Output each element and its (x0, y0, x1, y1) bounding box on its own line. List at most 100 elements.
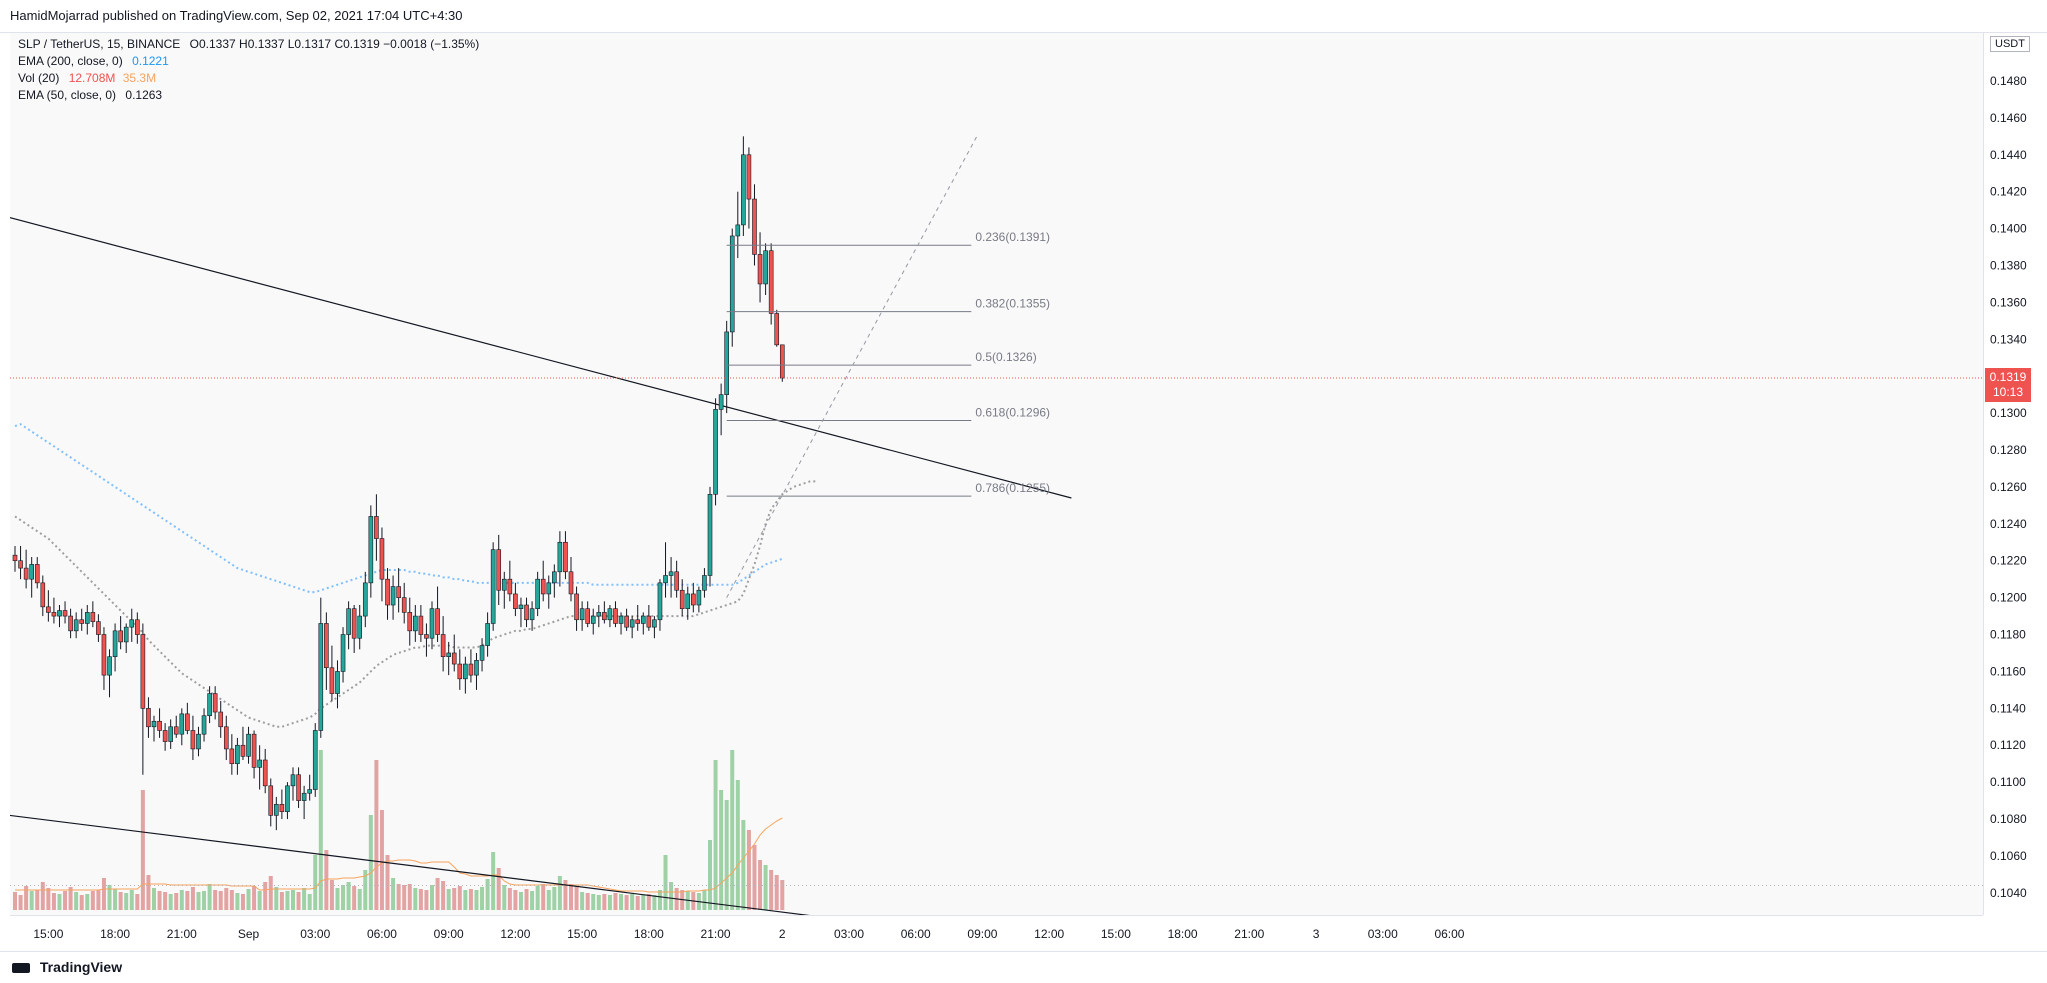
fib-level-label: 0.5(0.1326) (975, 350, 1036, 364)
volume-bar (669, 882, 674, 910)
volume-bar (552, 887, 557, 910)
candle-body (57, 610, 62, 617)
candle-body (546, 582, 552, 595)
volume-bar (619, 894, 624, 910)
time-axis[interactable]: 15:00 18:00 21:00 Sep 03:00 06:00 09:00 12:00 15… (10, 915, 1983, 952)
volume-bar (190, 887, 195, 910)
volume-bar (57, 894, 62, 910)
volume-bar (502, 885, 507, 910)
price-tick-label: 0.1240 (1990, 517, 2027, 531)
time-tick-label: 03:00 (300, 927, 330, 941)
candle-body (62, 610, 68, 617)
volume-bar (118, 892, 123, 910)
volume-bar (607, 895, 612, 910)
volume-bar (168, 894, 173, 910)
time-axis-svg: 15:00 18:00 21:00 Sep 03:00 06:00 09:00 12:00 15… (33, 927, 1464, 941)
price-tick-label: 0.1280 (1990, 443, 2027, 457)
price-axis-svg: 0.1040 0.1060 0.1080 0.1100 0.1120 0.1140 0.11… (1990, 74, 2027, 900)
time-tick-label: 3 (1313, 927, 1320, 941)
chart-svg[interactable]: 0.236(0.1391) 0.382(0.1355) 0.5(0.1326) 0.6… (10, 33, 1983, 915)
candle-body (674, 571, 679, 591)
volume-bar (185, 891, 190, 910)
volume-bar (735, 780, 740, 910)
candle-body (90, 612, 96, 622)
volume-bar (474, 890, 479, 910)
volume-bar (29, 891, 34, 910)
vol-ma-value: 35.3M (122, 71, 157, 85)
volume-bar (391, 878, 396, 910)
candle-body (724, 331, 729, 395)
candle-body (457, 663, 463, 680)
price-axis[interactable]: 0.1040 0.1060 0.1080 0.1100 0.1120 0.1140 0.11… (1983, 33, 2047, 915)
candle-body (446, 652, 451, 657)
legend-vol-row[interactable]: Vol (20) 12.708M 35.3M (18, 70, 479, 87)
candle-body (629, 619, 635, 628)
candle-body (707, 493, 713, 576)
candle-body (757, 254, 763, 285)
volume-bar (780, 880, 785, 910)
volume-bar (24, 886, 29, 910)
candle-body (223, 726, 229, 750)
volume-bar (663, 855, 668, 910)
candle-body (335, 671, 340, 694)
volume-bar (68, 887, 73, 910)
volume-bar (74, 892, 79, 910)
candle-body (29, 564, 34, 580)
candle-body (718, 394, 724, 410)
symbol-label[interactable]: SLP / TetherUS, 15, BINANCE (18, 37, 181, 51)
candle-body (229, 748, 235, 764)
candle-body (485, 623, 490, 646)
volume-bar (368, 815, 373, 910)
volume-bar (741, 820, 746, 910)
candle-body (357, 615, 363, 639)
volume-bar (235, 893, 240, 910)
candle-body (173, 726, 179, 735)
candle-body (257, 759, 262, 768)
candle-body (151, 720, 157, 728)
chart-pane[interactable]: 0.236(0.1391) 0.382(0.1355) 0.5(0.1326) 0.6… (10, 33, 1983, 915)
candle-body (624, 615, 629, 628)
ema50-value: 0.1263 (125, 88, 163, 102)
volume-bar (407, 884, 412, 910)
volume-bar (357, 889, 362, 910)
tradingview-logo[interactable]: TradingView (12, 959, 122, 975)
vol-value: 12.708M (68, 71, 116, 85)
volume-bar (463, 890, 468, 910)
author-line: HamidMojarrad published on TradingView.c… (10, 8, 463, 23)
volume-bar (769, 870, 774, 910)
candle-body (535, 578, 540, 609)
volume-bar (113, 889, 118, 910)
candle-body (362, 582, 368, 617)
volume-bar (140, 790, 145, 910)
candle-body (23, 567, 29, 580)
candle-body (607, 608, 613, 621)
volume-bar (513, 890, 518, 910)
volume-bar (468, 889, 473, 910)
volume-bar (496, 868, 501, 910)
legend-ema50-row[interactable]: EMA (50, close, 0) 0.1263 (18, 87, 479, 104)
volume-bar (596, 895, 601, 910)
fib-level-label: 0.382(0.1355) (975, 297, 1050, 311)
time-tick-label: 09:00 (434, 927, 464, 941)
volume-bar (252, 886, 257, 910)
volume-bar (302, 888, 307, 910)
candle-body (585, 608, 590, 624)
candle-body (424, 634, 429, 639)
candle-body (296, 774, 301, 801)
candle-body (429, 608, 435, 639)
candle-body (479, 645, 485, 661)
footer: TradingView (0, 951, 2047, 983)
candle-body (552, 571, 557, 584)
legend-ema200-row[interactable]: EMA (200, close, 0) 0.1221 (18, 53, 479, 70)
candle-body (557, 541, 563, 573)
price-tick-label: 0.1340 (1990, 332, 2027, 346)
candle-body (657, 582, 663, 621)
candle-body (685, 593, 691, 609)
price-tick-label: 0.1140 (1990, 701, 2026, 715)
currency-unit-badge[interactable]: USDT (1990, 36, 2030, 52)
publish-header: HamidMojarrad published on TradingView.c… (0, 0, 2047, 33)
volume-bar (435, 878, 440, 910)
volume-bar (752, 845, 757, 910)
volume-bar (507, 888, 512, 910)
volume-bar (101, 878, 106, 910)
